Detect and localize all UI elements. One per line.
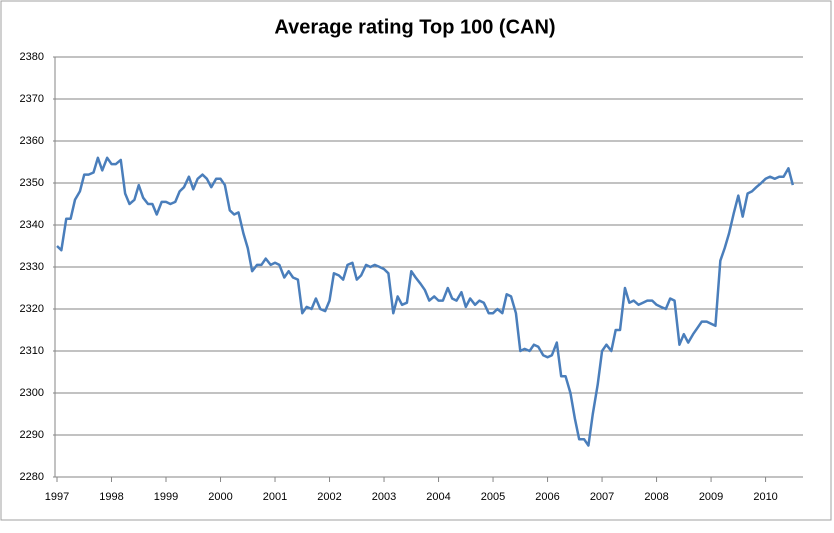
x-tick-label: 2002	[317, 491, 341, 503]
chart-border	[0, 0, 832, 521]
chart-title: Average rating Top 100 (CAN)	[274, 16, 555, 38]
x-tick-label: 2001	[263, 491, 287, 503]
x-tick-label: 1999	[154, 491, 178, 503]
y-tick-label: 2300	[20, 387, 44, 399]
x-tick-label: 2006	[535, 491, 559, 503]
y-tick-label: 2330	[20, 261, 44, 273]
x-tick-label: 2007	[590, 491, 614, 503]
x-tick-label: 1998	[99, 491, 123, 503]
y-tick-label: 2350	[20, 177, 44, 189]
y-tick-label: 2290	[20, 429, 44, 441]
x-tick-label: 2000	[208, 491, 232, 503]
x-tick-label: 2004	[426, 491, 450, 503]
y-tick-label: 2320	[20, 303, 44, 315]
x-tick-label: 2008	[644, 491, 668, 503]
y-tick-label: 2340	[20, 219, 44, 231]
y-tick-label: 2280	[20, 471, 44, 483]
x-tick-label: 2009	[699, 491, 723, 503]
y-tick-label: 2360	[20, 135, 44, 147]
y-tick-label: 2380	[20, 51, 44, 63]
x-tick-label: 2005	[481, 491, 505, 503]
y-tick-label: 2310	[20, 345, 44, 357]
x-tick-label: 2003	[372, 491, 396, 503]
x-tick-label: 2010	[753, 491, 777, 503]
x-tick-label: 1997	[45, 491, 69, 503]
y-tick-label: 2370	[20, 93, 44, 105]
data-line	[56, 156, 795, 447]
